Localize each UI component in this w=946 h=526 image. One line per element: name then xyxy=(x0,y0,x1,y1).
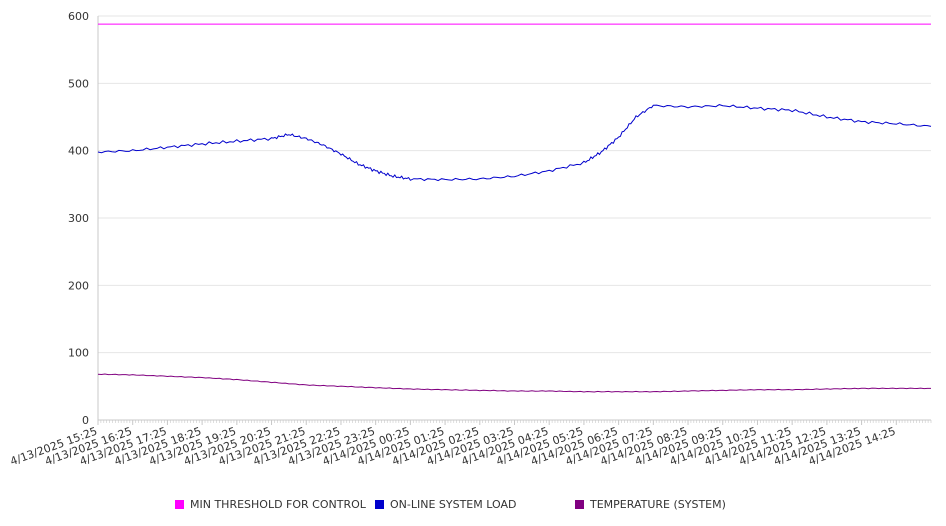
legend-label-temperature: TEMPERATURE (SYSTEM) xyxy=(590,498,726,511)
legend-swatch-system-load xyxy=(375,500,384,509)
y-tick-label: 600 xyxy=(68,10,89,23)
temperature-line xyxy=(97,373,931,393)
legend-swatch-min-threshold xyxy=(175,500,184,509)
legend-label-min-threshold: MIN THRESHOLD FOR CONTROL xyxy=(190,498,366,511)
x-tick-labels: 4/13/2025 15:254/13/2025 16:254/13/2025 … xyxy=(8,425,897,469)
legend-item-temperature[interactable]: TEMPERATURE (SYSTEM) xyxy=(575,498,726,511)
legend-item-system-load[interactable]: ON-LINE SYSTEM LOAD xyxy=(375,498,516,511)
system-load-line xyxy=(97,104,932,182)
y-tick-label: 200 xyxy=(68,279,89,292)
series-layer xyxy=(97,23,932,393)
axis-layer xyxy=(97,16,932,425)
legend-item-min-threshold[interactable]: MIN THRESHOLD FOR CONTROL xyxy=(175,498,366,511)
chart-legend: MIN THRESHOLD FOR CONTROL ON-LINE SYSTEM… xyxy=(0,498,946,518)
y-tick-label: 0 xyxy=(82,414,89,427)
legend-swatch-temperature xyxy=(575,500,584,509)
grid-layer xyxy=(98,15,931,354)
y-tick-label: 100 xyxy=(68,347,89,360)
y-tick-label: 400 xyxy=(68,145,89,158)
y-tick-label: 500 xyxy=(68,77,89,90)
legend-label-system-load: ON-LINE SYSTEM LOAD xyxy=(390,498,517,511)
y-tick-label: 300 xyxy=(68,212,89,225)
y-tick-labels: 0 100 200 300 400 500 600 xyxy=(68,10,89,427)
